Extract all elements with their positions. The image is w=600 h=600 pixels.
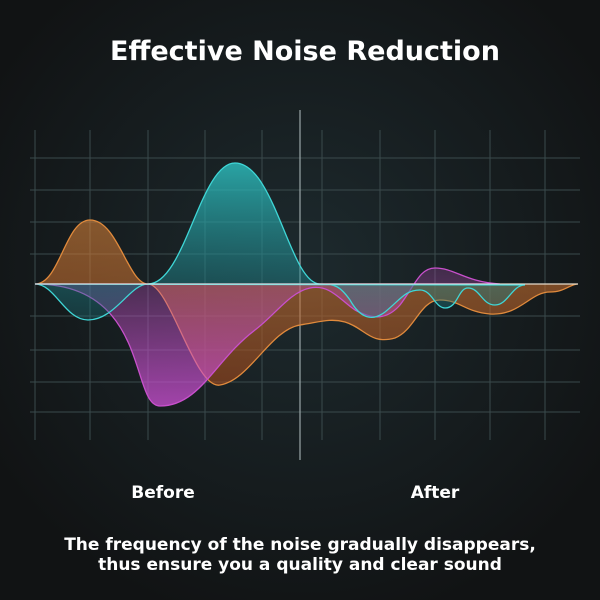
orange-wave [34, 219, 579, 386]
before-label: Before [131, 483, 194, 503]
after-label: After [411, 483, 460, 503]
caption-line: thus ensure you a quality and clear soun… [98, 555, 502, 575]
caption-line: The frequency of the noise gradually dis… [64, 535, 536, 555]
title: Effective Noise Reduction [110, 36, 500, 67]
cyan-wave [34, 162, 526, 321]
